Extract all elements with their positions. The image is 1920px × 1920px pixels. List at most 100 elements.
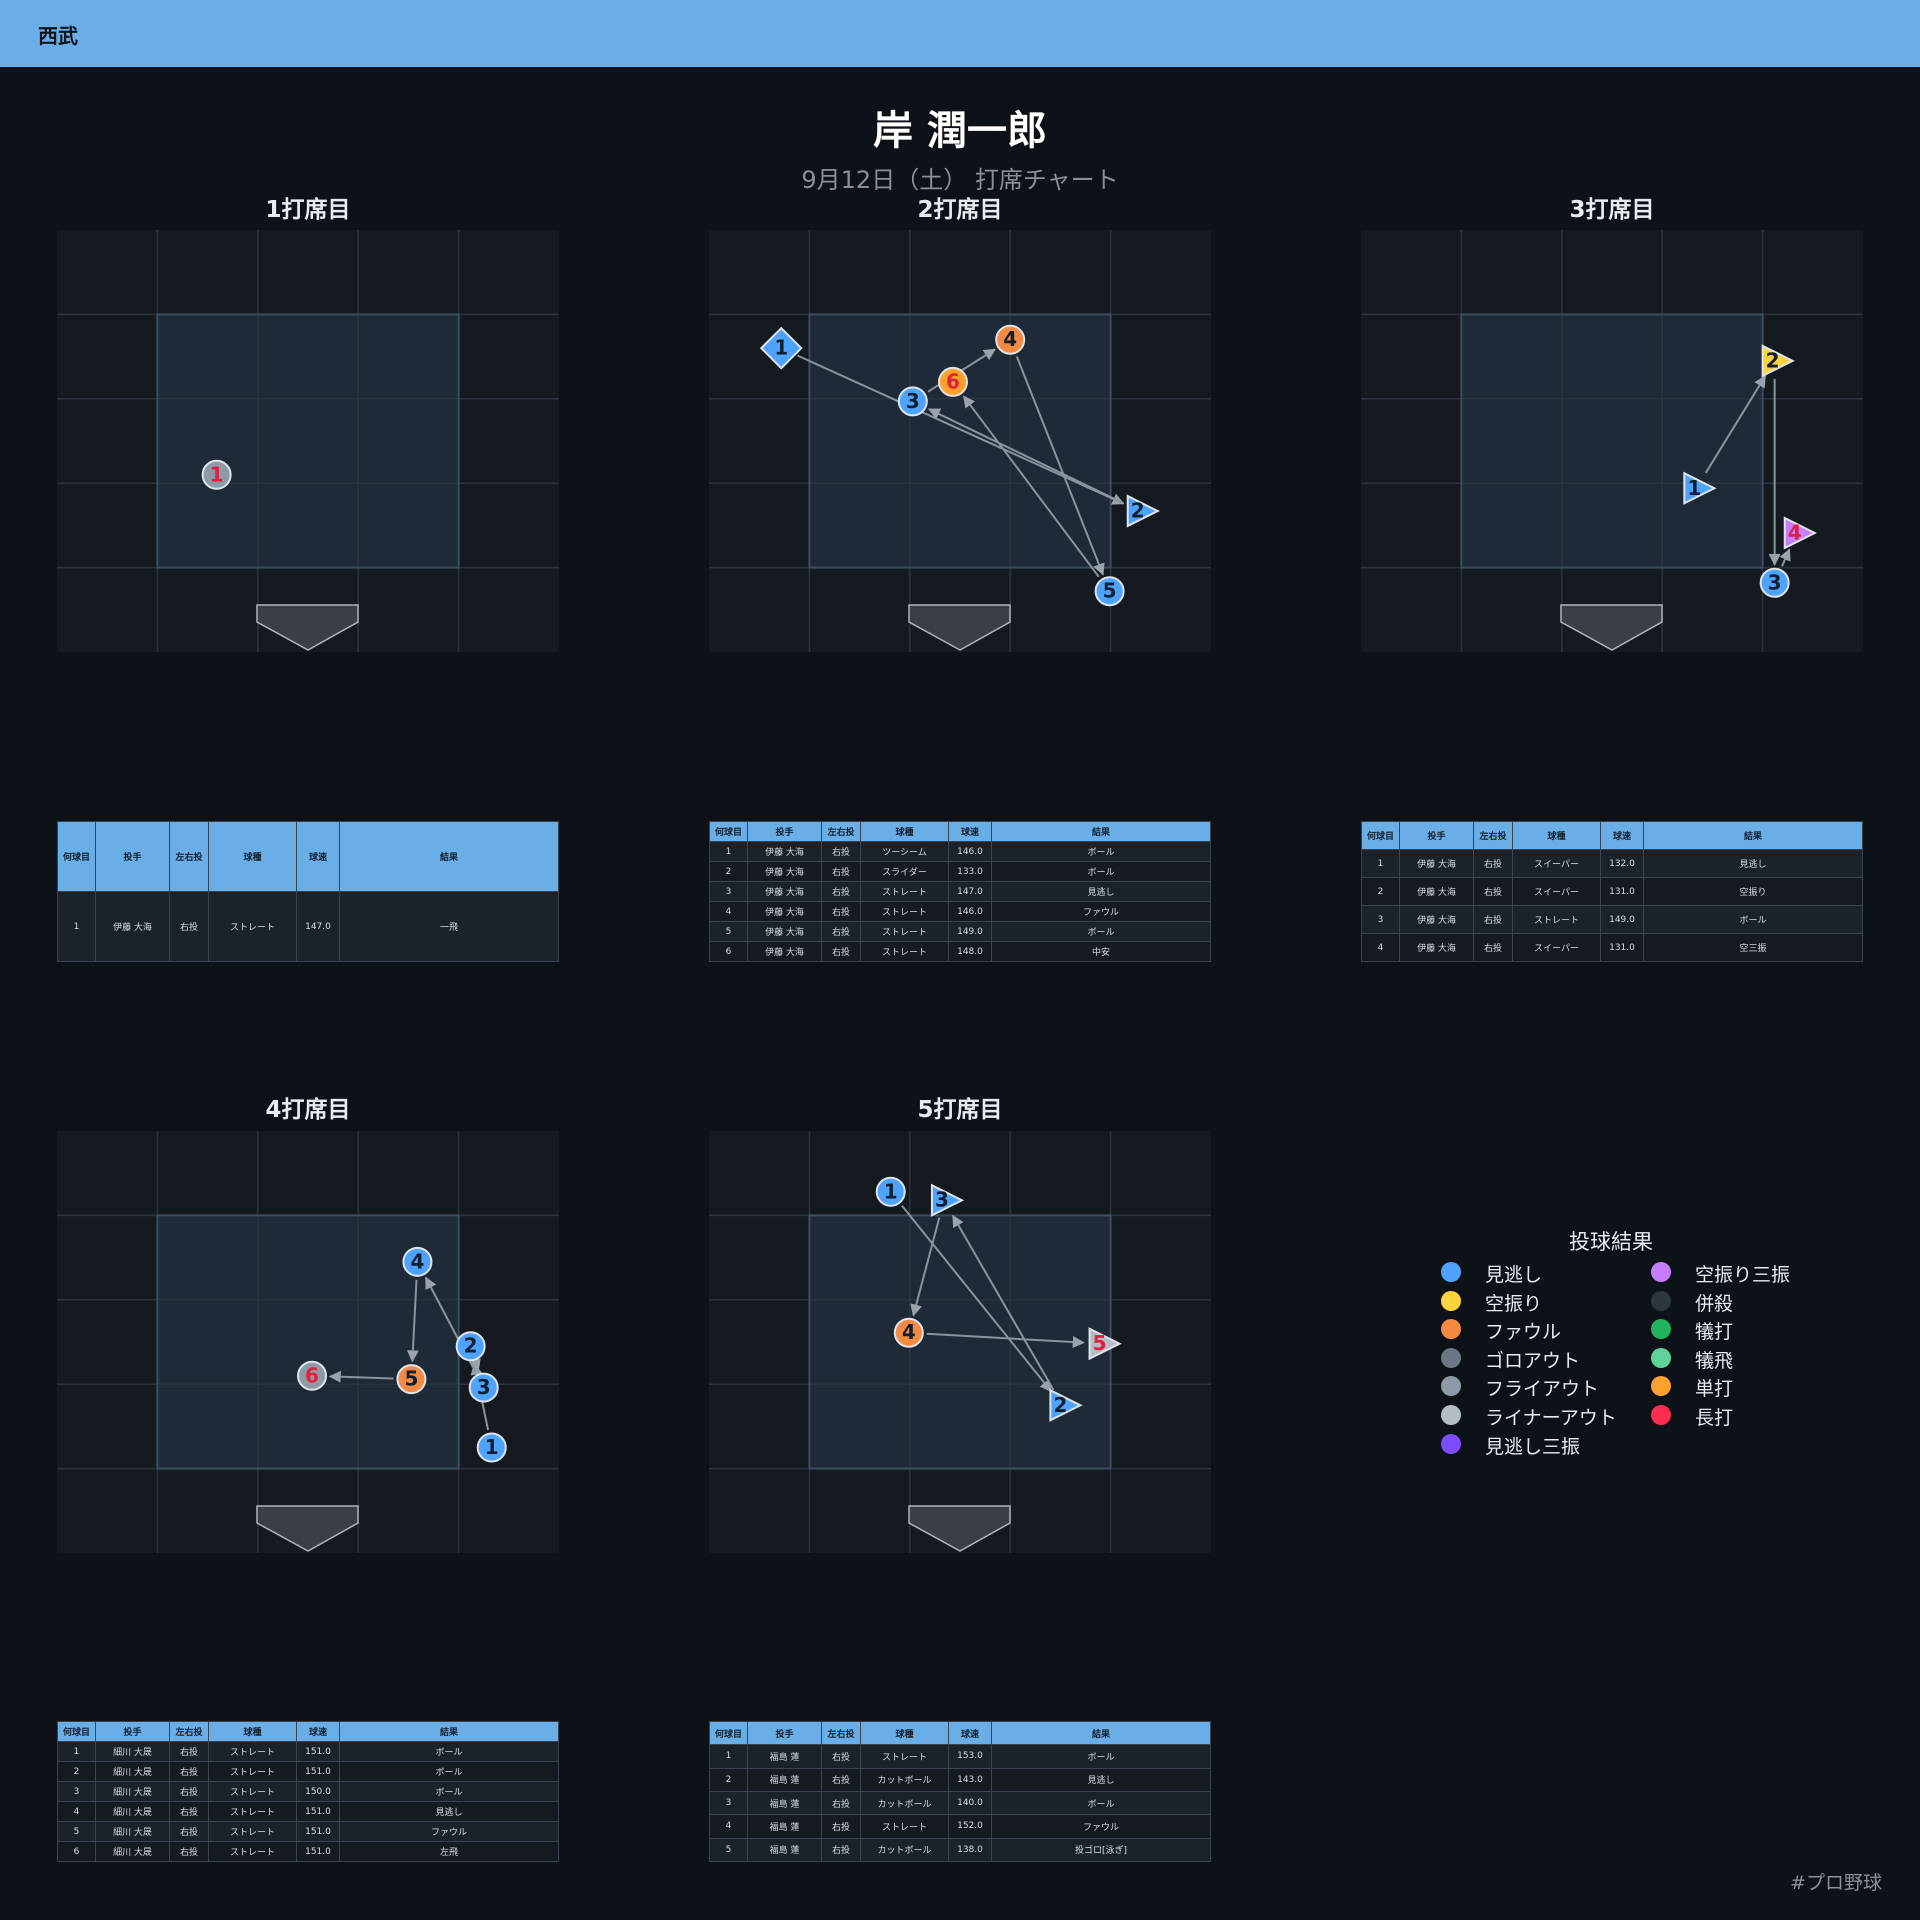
column-header: 球速 — [1600, 821, 1644, 850]
home-plate — [908, 1505, 1011, 1552]
table-header-row: 何球目 投手 左右投 球種 球速 結果 — [57, 821, 559, 892]
column-header: 左右投 — [821, 821, 861, 842]
pitch-number: 4 — [1788, 520, 1802, 544]
table-row: 1 伊藤 大海 右投 ストレート 147.0 一飛 — [57, 891, 559, 962]
table-cell: 1 — [709, 1744, 748, 1769]
table-cell: 中安 — [991, 941, 1211, 962]
table-cell: 空三振 — [1643, 933, 1863, 962]
pitch-table: 何球目 投手 左右投 球種 球速 結果 1 伊藤 大海 右投 スイーパー 132.0 見逃し 2 伊藤 大… — [1361, 821, 1863, 962]
table-cell: 131.0 — [1600, 877, 1644, 906]
table-cell: 5 — [57, 1821, 96, 1842]
legend-swatch — [1651, 1319, 1671, 1340]
table-row: 4 伊藤 大海 右投 スイーパー 131.0 空三振 — [1361, 933, 1863, 962]
table-cell: ツーシーム — [860, 841, 949, 862]
pitch-number: 5 — [404, 1367, 418, 1391]
pitch-marker — [455, 1331, 486, 1362]
table-row: 4 福島 蓮右投 ストレート 152.0 ファウル — [709, 1814, 1211, 1839]
legend-label: 空振り三振 — [1695, 1264, 1791, 1286]
home-plate — [256, 604, 359, 651]
table-cell: ストレート — [208, 891, 297, 962]
table-cell: カットボール — [860, 1790, 949, 1816]
column-header: 左右投 — [1473, 821, 1513, 850]
table-cell: 伊藤 大海 — [747, 901, 822, 922]
table-cell: カットボール — [860, 1767, 949, 1792]
table-cell: 1 — [709, 841, 748, 862]
pitch-number: 1 — [210, 462, 224, 486]
legend-label: 併殺 — [1695, 1292, 1734, 1315]
pitch-marker — [893, 1317, 924, 1348]
table-cell: 6 — [709, 941, 748, 962]
legend-label: 見逃し — [1485, 1264, 1543, 1286]
table-cell: 右投 — [1473, 905, 1513, 934]
table-cell: 右投 — [169, 1821, 209, 1842]
legend-swatch — [1651, 1347, 1671, 1368]
strike-zone-border — [808, 313, 1112, 569]
table-cell: 見逃し — [1643, 849, 1863, 878]
pitch-arrow — [952, 1214, 1055, 1391]
table-cell: 右投 — [821, 901, 861, 922]
table-row: 2 伊藤 大海 右投 スライダー 133.0 ボール — [709, 861, 1211, 882]
home-plate — [256, 1505, 359, 1552]
pitch-marker — [1783, 516, 1817, 550]
strike-zone — [157, 314, 459, 568]
column-header: 結果 — [991, 821, 1211, 842]
table-cell: 伊藤 大海 — [747, 921, 822, 942]
table-cell: 4 — [1361, 933, 1400, 962]
table-cell: ボール — [339, 1761, 559, 1782]
table-cell: 151.0 — [296, 1761, 340, 1782]
table-cell: 2 — [57, 1761, 96, 1782]
table-cell: 細川 大晟 — [95, 1741, 170, 1762]
pitch-marker — [759, 326, 803, 370]
strike-zone-border — [156, 313, 460, 569]
legend-swatch — [1651, 1376, 1671, 1397]
table-cell: 151.0 — [296, 1821, 340, 1842]
pitch-marker — [937, 366, 968, 397]
table-cell: 右投 — [821, 881, 861, 902]
table-cell: ファウル — [991, 1814, 1211, 1839]
subtitle: 9月12日（土） 打席チャート — [801, 166, 1119, 194]
table-cell: 一飛 — [339, 891, 559, 962]
table-cell: 福島 蓮 — [747, 1837, 822, 1863]
table-cell: 右投 — [821, 1837, 861, 1863]
strike-zone-border — [1460, 313, 1764, 569]
top-bar — [0, 0, 1920, 67]
pitch-number: 6 — [946, 369, 960, 393]
footer: #プロ野球 — [1790, 1872, 1882, 1894]
table-cell: ストレート — [860, 1744, 949, 1769]
pitch-number: 5 — [1093, 1331, 1107, 1355]
column-header: 何球目 — [1361, 821, 1400, 850]
pitch-arrow — [962, 395, 1100, 578]
legend-swatch — [1441, 1347, 1461, 1368]
table-cell: ボール — [339, 1741, 559, 1762]
table-cell: 151.0 — [296, 1801, 340, 1822]
player-name: 岸 潤一郎 — [873, 108, 1047, 154]
panel-title: 4打席目 — [265, 1097, 351, 1123]
legend-label: フライアウト — [1485, 1378, 1600, 1401]
table-row: 6 伊藤 大海 右投 ストレート 148.0 中安 — [709, 941, 1211, 962]
table-cell: 152.0 — [948, 1814, 992, 1839]
table-cell: ストレート — [860, 941, 949, 962]
table-cell: 福島 蓮 — [747, 1790, 822, 1816]
table-cell: 空振り — [1643, 877, 1863, 906]
table-cell: 3 — [709, 881, 748, 902]
table-cell: ボール — [1643, 905, 1863, 934]
table-header-row: 何球目 投手 左右投 球種 球速 結果 — [709, 1720, 1211, 1746]
table-cell: ストレート — [208, 1781, 297, 1802]
pitch-marker — [1088, 1327, 1122, 1361]
table-cell: 6 — [57, 1841, 96, 1862]
table-cell: 伊藤 大海 — [1399, 849, 1474, 878]
table-header-row: 何球目 投手 左右投 球種 球速 結果 — [709, 821, 1211, 842]
table-cell: 右投 — [821, 1744, 861, 1769]
column-header: 球種 — [860, 1720, 949, 1746]
table-row: 2 細川 大晟 右投 ストレート 151.0 ボール — [57, 1761, 559, 1782]
pitch-arrow — [328, 1370, 394, 1383]
pitch-marker — [1126, 494, 1160, 528]
column-header: 球速 — [296, 1721, 340, 1742]
pitch-number: 1 — [1687, 476, 1701, 500]
table-cell: 伊藤 大海 — [747, 881, 822, 902]
pitch-table: 何球目 投手 左右投 球種 球速 結果 1 伊藤 大海 右投 ストレート 147.0 一飛 — [57, 821, 559, 962]
pitch-number: 3 — [1768, 570, 1782, 594]
pitch-number: 3 — [477, 1375, 491, 1399]
table-cell: ボール — [991, 1744, 1211, 1769]
table-cell: 伊藤 大海 — [95, 891, 170, 962]
